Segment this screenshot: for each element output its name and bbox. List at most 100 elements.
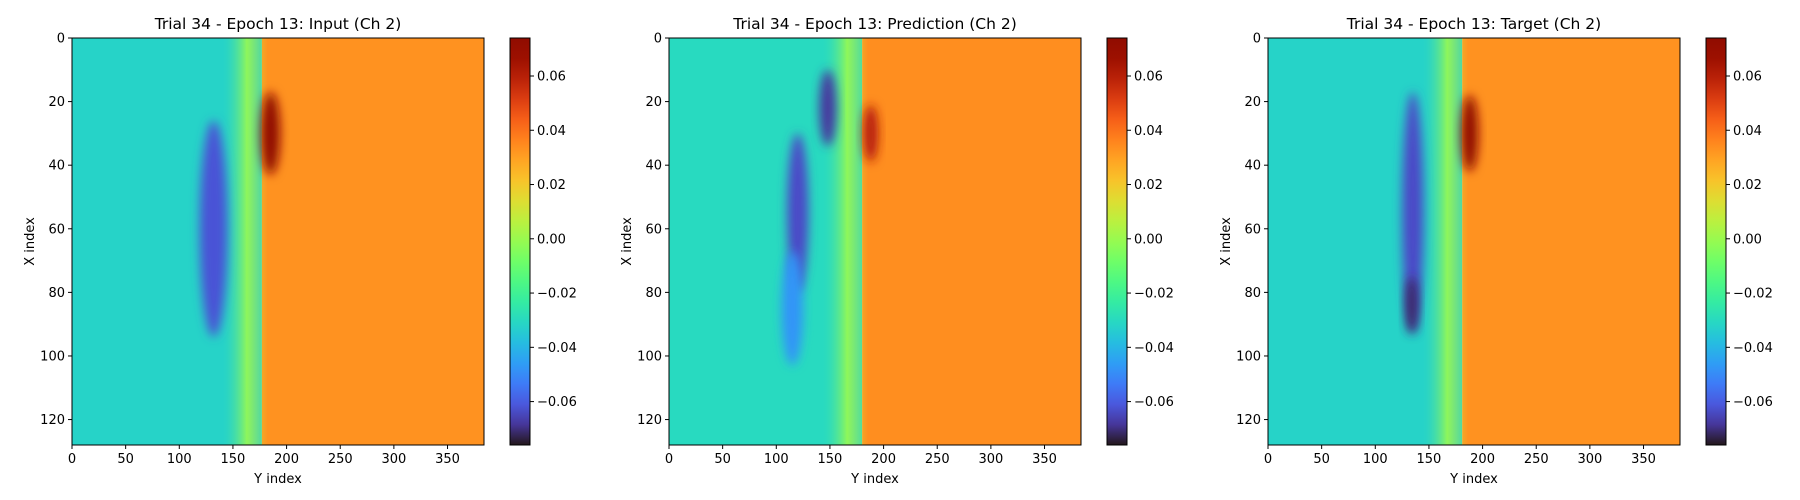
colorbar-tick-label: 0.06 bbox=[537, 69, 566, 84]
x-tick-label: 350 bbox=[435, 452, 460, 467]
x-tick-label: 150 bbox=[1417, 452, 1442, 467]
x-tick-label: 250 bbox=[925, 452, 950, 467]
y-tick-label: 100 bbox=[1236, 349, 1261, 364]
plot-frame bbox=[668, 37, 1082, 446]
colorbar-tick-label: 0.02 bbox=[1134, 178, 1163, 193]
y-tick-label: 40 bbox=[645, 159, 662, 174]
colorbar-tick-label: −0.02 bbox=[1134, 287, 1174, 302]
chart-title: Trial 34 - Epoch 13: Target (Ch 2) bbox=[1346, 15, 1601, 33]
colorbar-tick-label: 0.02 bbox=[537, 178, 566, 193]
colorbar-tick-label: 0.06 bbox=[1134, 69, 1163, 84]
x-tick-label: 0 bbox=[1264, 452, 1272, 467]
y-tick-label: 0 bbox=[1253, 32, 1261, 47]
colorbar-tick-label: −0.04 bbox=[1733, 341, 1773, 356]
heatmap-low-feature bbox=[1402, 92, 1424, 334]
heatmap-region-right bbox=[862, 38, 1081, 445]
y-tick-label: 80 bbox=[1244, 286, 1261, 301]
colorbar bbox=[1106, 37, 1128, 446]
y-tick-label: 80 bbox=[48, 286, 65, 301]
x-tick-label: 100 bbox=[167, 452, 192, 467]
x-tick-label: 250 bbox=[1524, 452, 1549, 467]
x-tick-label: 300 bbox=[1577, 452, 1602, 467]
heatmap-low-feature bbox=[199, 120, 228, 337]
x-tick-label: 50 bbox=[1313, 452, 1330, 467]
y-tick-label: 120 bbox=[40, 413, 65, 428]
x-axis-label: Y index bbox=[850, 472, 899, 487]
x-tick-label: 200 bbox=[274, 452, 299, 467]
x-tick-label: 50 bbox=[117, 452, 134, 467]
x-tick-label: 250 bbox=[328, 452, 353, 467]
colorbar-tick-label: −0.02 bbox=[537, 287, 577, 302]
colorbar bbox=[1705, 37, 1727, 446]
colorbar-tick-label: −0.06 bbox=[1733, 395, 1773, 410]
x-tick-label: 150 bbox=[818, 452, 843, 467]
x-tick-label: 300 bbox=[381, 452, 406, 467]
colorbar-tick-label: 0.04 bbox=[1733, 124, 1762, 139]
y-tick-label: 20 bbox=[645, 95, 662, 110]
colorbar bbox=[509, 37, 531, 446]
y-tick-label: 60 bbox=[645, 222, 662, 237]
colorbar-tick-label: 0.00 bbox=[1134, 232, 1163, 247]
heatmap-region-right bbox=[261, 38, 484, 445]
heatmap-front-band bbox=[221, 38, 268, 445]
y-tick-label: 120 bbox=[637, 413, 662, 428]
colorbar-tick-label: −0.02 bbox=[1733, 287, 1773, 302]
colorbar-tick-label: −0.04 bbox=[1134, 341, 1174, 356]
colorbar-tick-label: 0.00 bbox=[537, 232, 566, 247]
y-tick-label: 0 bbox=[654, 32, 662, 47]
heatmap-high-feature bbox=[863, 104, 879, 163]
y-tick-label: 100 bbox=[40, 349, 65, 364]
colorbar-tick-label: 0.04 bbox=[537, 124, 566, 139]
x-tick-label: 350 bbox=[1032, 452, 1057, 467]
y-tick-label: 120 bbox=[1236, 413, 1261, 428]
colorbar-tick-label: 0.04 bbox=[1134, 124, 1163, 139]
x-tick-label: 150 bbox=[221, 452, 246, 467]
plot-frame bbox=[71, 37, 485, 446]
y-tick-label: 20 bbox=[1244, 95, 1261, 110]
heatmap-high-feature bbox=[260, 92, 281, 175]
x-axis-label: Y index bbox=[253, 472, 302, 487]
y-tick-label: 40 bbox=[1244, 159, 1261, 174]
x-tick-label: 50 bbox=[714, 452, 731, 467]
heatmap-panel-2: 0 50 100 150 200 250 300 350 0 20 40 60 80 100 120 Tria… bbox=[620, 15, 1174, 487]
x-tick-label: 300 bbox=[978, 452, 1003, 467]
y-tick-label: 100 bbox=[637, 349, 662, 364]
y-axis-label: X index bbox=[1219, 217, 1234, 266]
y-axis-label: X index bbox=[23, 217, 38, 266]
heatmap-panel-1: 0 50 100 150 200 250 300 350 0 20 40 60 80 100 120 Tria… bbox=[23, 15, 577, 487]
colorbar-tick-label: 0.06 bbox=[1733, 69, 1762, 84]
x-tick-label: 0 bbox=[665, 452, 673, 467]
y-tick-label: 40 bbox=[48, 159, 65, 174]
x-tick-label: 350 bbox=[1631, 452, 1656, 467]
heatmap-low-feature bbox=[819, 69, 837, 147]
x-tick-label: 100 bbox=[764, 452, 789, 467]
heatmap-front-band bbox=[1421, 38, 1469, 445]
colorbar-tick-label: −0.06 bbox=[537, 395, 577, 410]
x-axis-label: Y index bbox=[1449, 472, 1498, 487]
colorbar-tick-label: −0.04 bbox=[537, 341, 577, 356]
y-tick-label: 80 bbox=[645, 286, 662, 301]
plot-frame bbox=[1267, 37, 1681, 446]
colorbar-tick-label: −0.06 bbox=[1134, 395, 1174, 410]
heatmap-panel-3: 0 50 100 150 200 250 300 350 0 20 40 60 80 100 120 Tria… bbox=[1219, 15, 1773, 487]
heatmap-field bbox=[1268, 38, 1680, 445]
x-tick-label: 0 bbox=[68, 452, 76, 467]
heatmap-field bbox=[669, 38, 1081, 445]
y-tick-label: 0 bbox=[57, 32, 65, 47]
x-tick-label: 200 bbox=[1470, 452, 1495, 467]
x-tick-label: 100 bbox=[1363, 452, 1388, 467]
chart-title: Trial 34 - Epoch 13: Input (Ch 2) bbox=[154, 15, 402, 33]
x-tick-label: 200 bbox=[871, 452, 896, 467]
y-tick-label: 60 bbox=[1244, 222, 1261, 237]
heatmap-low-feature bbox=[1405, 276, 1419, 334]
chart-title: Trial 34 - Epoch 13: Prediction (Ch 2) bbox=[732, 15, 1017, 33]
colorbar-tick-label: 0.00 bbox=[1733, 232, 1762, 247]
heatmap-field bbox=[72, 38, 484, 445]
heatmap-high-feature bbox=[1461, 95, 1479, 172]
y-tick-label: 60 bbox=[48, 222, 65, 237]
heatmap-region-right bbox=[1462, 38, 1680, 445]
y-tick-label: 20 bbox=[48, 95, 65, 110]
y-axis-label: X index bbox=[620, 217, 635, 266]
heatmap-low-feature bbox=[781, 251, 804, 366]
